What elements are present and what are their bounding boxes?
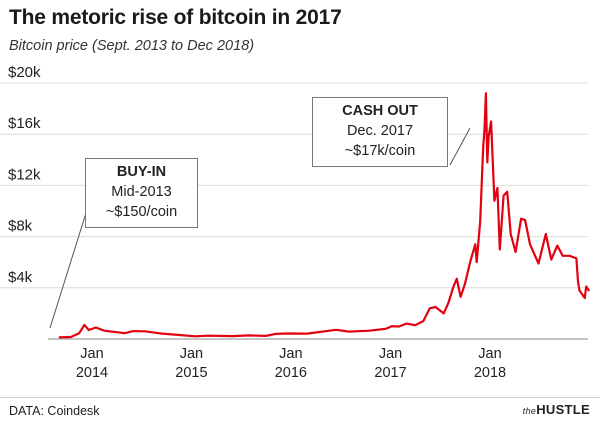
x-tick-label: Jan [379, 346, 402, 362]
y-tick-label: $8k [8, 218, 33, 235]
cash-out-heading: CASH OUT [342, 103, 418, 119]
cash-out-callout: CASH OUT Dec. 2017 ~$17k/coin [312, 97, 448, 167]
x-tick-label: Jan [180, 346, 203, 362]
y-tick-labels: $4k $8k $12k $16k $20k [8, 64, 41, 286]
x-tick-label: 2018 [474, 365, 506, 381]
publisher-logo-prefix: the [522, 406, 537, 416]
y-tick-label: $4k [8, 269, 33, 286]
cash-out-date: Dec. 2017 [346, 123, 414, 139]
publisher-logo: theHUSTLE [523, 402, 590, 417]
y-tick-label: $16k [8, 115, 41, 132]
x-tick-labels: Jan 2014 Jan 2015 Jan 2016 Jan 2017 Jan 2018 [76, 346, 506, 381]
x-tick-label: 2016 [275, 365, 307, 381]
bitcoin-price-line [58, 92, 591, 339]
x-tick-label: Jan [279, 346, 302, 362]
chart-subtitle: Bitcoin price (Sept. 2013 to Dec 2018) [9, 38, 255, 54]
publisher-logo-name: HUSTLE [536, 402, 590, 417]
data-source: DATA: Coindesk [9, 404, 100, 418]
chart-title: The metoric rise of bitcoin in 2017 [9, 6, 342, 29]
cash-out-price: ~$17k/coin [344, 143, 416, 159]
x-tick-label: Jan [478, 346, 501, 362]
cash-out-leader-line [449, 127, 471, 166]
buy-in-leader-line [49, 212, 87, 329]
price-chart: $4k $8k $12k $16k $20k Jan 2014 Jan 2015 Jan 2016… [0, 64, 591, 381]
buy-in-price: ~$150/coin [105, 204, 178, 220]
y-tick-label: $20k [8, 64, 41, 81]
x-tick-label: 2017 [374, 365, 406, 381]
y-tick-label: $12k [8, 166, 41, 183]
buy-in-heading: BUY-IN [116, 164, 167, 180]
x-tick-label: Jan [80, 346, 103, 362]
x-tick-label: 2014 [76, 365, 108, 381]
buy-in-callout: BUY-IN Mid-2013 ~$150/coin [85, 158, 198, 228]
footer-divider [0, 397, 600, 398]
x-tick-label: 2015 [175, 365, 207, 381]
callout-leaders [49, 127, 471, 329]
buy-in-date: Mid-2013 [111, 184, 172, 200]
